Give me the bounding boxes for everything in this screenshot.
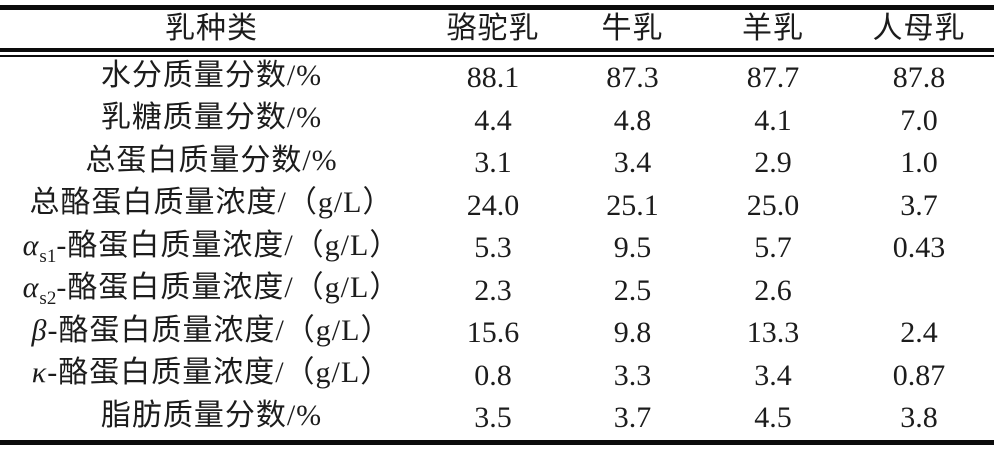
- value-cell: 2.9: [754, 146, 792, 180]
- value-cell: 4.4: [474, 103, 512, 137]
- row-label-subscript: s2: [39, 288, 57, 310]
- value-cell: 3.7: [613, 401, 652, 435]
- value-cell: 87.7: [746, 61, 800, 95]
- table-row-total-protein: 总蛋白质量分数/% 3.1 3.4 2.9 1.0: [0, 142, 994, 185]
- row-label-greek: α: [22, 271, 40, 305]
- row-label-greek: α: [22, 228, 40, 262]
- row-label-text: 总酪蛋白质量浓度/（g/L）: [29, 186, 394, 220]
- row-label-greek: β: [31, 313, 48, 347]
- table-bottom-rule: [0, 439, 994, 445]
- table-row-alpha-s2-casein: αs2-酪蛋白质量浓度/（g/L） 2.3 2.5 2.6: [0, 270, 994, 313]
- row-label: αs1-酪蛋白质量浓度/（g/L）: [0, 228, 423, 267]
- row-label-text: 乳糖质量分数/%: [100, 101, 323, 135]
- table-row-beta-casein: β-酪蛋白质量浓度/（g/L） 15.6 9.8 13.3 2.4: [0, 312, 994, 355]
- table-header-row: 乳种类 骆驼乳 牛乳 羊乳 人母乳: [0, 10, 994, 48]
- header-cell-cow-milk: 牛乳: [601, 12, 664, 45]
- row-label: αs2-酪蛋白质量浓度/（g/L）: [0, 271, 423, 310]
- value-cell: 3.4: [754, 358, 792, 392]
- value-cell: 3.1: [474, 146, 512, 180]
- value-cell: 87.8: [892, 61, 946, 95]
- header-cell-human-milk: 人母乳: [872, 12, 966, 45]
- value-cell: 4.1: [754, 103, 792, 137]
- value-cell: 13.3: [746, 316, 800, 350]
- row-label-greek: κ: [31, 356, 48, 390]
- table-top-rule: [0, 5, 994, 10]
- row-label-text: 脂肪质量分数/%: [100, 398, 323, 432]
- row-label: κ-酪蛋白质量浓度/（g/L）: [0, 358, 423, 393]
- milk-composition-table: 乳种类 骆驼乳 牛乳 羊乳 人母乳 水分质量分数/% 88.1 87.3 87.…: [0, 5, 994, 445]
- header-cell-milk-type: 乳种类: [165, 12, 258, 45]
- value-cell: 2.5: [613, 273, 652, 307]
- value-cell: 5.7: [754, 231, 792, 265]
- value-cell: 4.8: [613, 103, 652, 137]
- row-label-text: -酪蛋白质量浓度/（g/L）: [47, 313, 392, 347]
- table-row-lactose: 乳糖质量分数/% 4.4 4.8 4.1 7.0: [0, 100, 994, 143]
- header-separator-rule: [0, 48, 994, 57]
- value-cell: 15.6: [466, 316, 520, 350]
- row-label-text: -酪蛋白质量浓度/（g/L）: [47, 356, 392, 390]
- row-label-subscript: s1: [39, 245, 57, 267]
- value-cell: 4.5: [754, 401, 792, 435]
- row-label: 总蛋白质量分数/%: [0, 143, 423, 181]
- row-label: 总酪蛋白质量浓度/（g/L）: [0, 188, 423, 223]
- row-label: 脂肪质量分数/%: [0, 398, 423, 436]
- value-cell: 3.8: [900, 401, 938, 435]
- value-cell: 0.43: [892, 231, 946, 265]
- table-row-moisture: 水分质量分数/% 88.1 87.3 87.7 87.8: [0, 57, 994, 100]
- header-cell-goat-milk: 羊乳: [742, 12, 804, 45]
- row-label-text: 总蛋白质量分数/%: [85, 143, 338, 177]
- value-cell: 2.4: [900, 316, 938, 350]
- value-cell: 0.87: [892, 358, 946, 392]
- value-cell: 9.8: [613, 316, 652, 350]
- value-cell: 3.5: [474, 401, 512, 435]
- row-label: 水分质量分数/%: [0, 58, 423, 96]
- row-label-text: 水分质量分数/%: [100, 58, 323, 92]
- row-label-text: -酪蛋白质量浓度/（g/L）: [56, 228, 401, 262]
- table-row-kappa-casein: κ-酪蛋白质量浓度/（g/L） 0.8 3.3 3.4 0.87: [0, 355, 994, 398]
- value-cell: 2.6: [754, 273, 792, 307]
- header-cell-camel-milk: 骆驼乳: [446, 12, 540, 45]
- value-cell: 3.3: [613, 358, 652, 392]
- value-cell: 2.3: [474, 273, 512, 307]
- value-cell: 88.1: [466, 61, 520, 95]
- value-cell: 25.1: [606, 188, 659, 222]
- value-cell: 1.0: [900, 146, 938, 180]
- value-cell: 3.4: [613, 146, 652, 180]
- value-cell: 5.3: [474, 231, 512, 265]
- value-cell: 24.0: [466, 188, 520, 222]
- value-cell: 7.0: [900, 103, 938, 137]
- row-label: 乳糖质量分数/%: [0, 103, 423, 138]
- value-cell: 25.0: [746, 188, 800, 222]
- row-label: β-酪蛋白质量浓度/（g/L）: [0, 313, 423, 351]
- value-cell: 9.5: [613, 231, 652, 265]
- value-cell: 87.3: [606, 61, 659, 95]
- table-row-alpha-s1-casein: αs1-酪蛋白质量浓度/（g/L） 5.3 9.5 5.7 0.43: [0, 227, 994, 270]
- table-row-total-casein: 总酪蛋白质量浓度/（g/L） 24.0 25.1 25.0 3.7: [0, 185, 994, 228]
- row-label-text: -酪蛋白质量浓度/（g/L）: [56, 271, 401, 305]
- table-row-fat: 脂肪质量分数/% 3.5 3.7 4.5 3.8: [0, 397, 994, 440]
- value-cell: 3.7: [900, 188, 938, 222]
- value-cell: 0.8: [474, 358, 512, 392]
